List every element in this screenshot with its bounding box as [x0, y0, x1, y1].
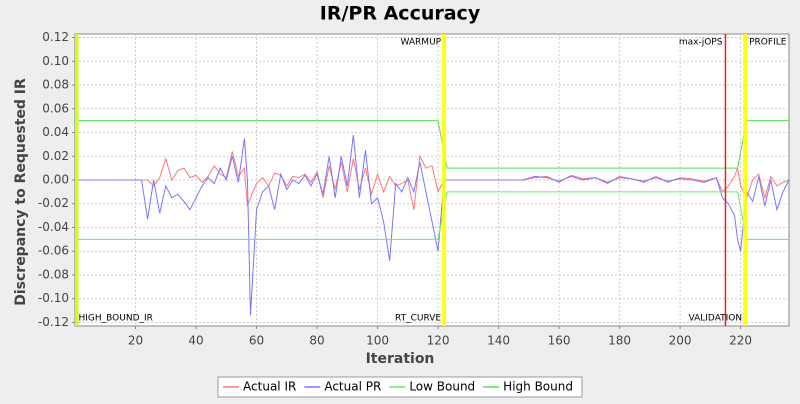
marker-label: PROFILE: [749, 38, 787, 48]
y-tick-label: 0.10: [42, 54, 69, 68]
legend-label: Actual PR: [324, 380, 381, 394]
marker-label: HIGH_BOUND_IR: [79, 314, 153, 324]
x-tick-label: 200: [669, 334, 692, 348]
y-tick-label: -0.02: [38, 196, 69, 210]
x-axis-label: Iteration: [366, 351, 435, 367]
series-line: [78, 151, 789, 210]
marker-label: VALIDATION: [689, 314, 743, 324]
series-line: [78, 134, 789, 316]
y-tick-label: -0.06: [38, 244, 69, 258]
chart-title: IR/PR Accuracy: [320, 3, 481, 25]
marker-label: WARMUP: [400, 38, 441, 48]
legend: Actual IR Actual PR Low Bound High Bound: [217, 376, 583, 398]
y-tick-label: -0.10: [38, 291, 69, 305]
y-tick-label: 0.00: [42, 173, 69, 187]
x-tick-label: 20: [128, 334, 143, 348]
x-tick-label: 80: [309, 334, 324, 348]
x-tick-label: 100: [366, 334, 389, 348]
y-tick-label: -0.12: [38, 315, 69, 329]
x-tick-label: 140: [487, 334, 510, 348]
x-tick-label: 40: [188, 334, 203, 348]
legend-label: Actual IR: [243, 380, 296, 394]
marker-label: max-jOPS: [679, 38, 723, 48]
y-tick-label: 0.04: [42, 125, 69, 139]
marker-label: RT_CURVE: [395, 314, 441, 324]
x-tick-label: 220: [729, 334, 752, 348]
x-tick-label: 160: [548, 334, 571, 348]
y-tick-label: -0.04: [38, 220, 69, 234]
x-tick-label: 120: [427, 334, 450, 348]
legend-label: High Bound: [503, 380, 573, 394]
y-tick-label: 0.08: [42, 78, 69, 92]
plot-layer: [75, 34, 789, 326]
legend-label: Low Bound: [409, 380, 475, 394]
y-tick-label: -0.08: [38, 267, 69, 281]
series-line: [78, 191, 789, 240]
x-tick-label: 60: [249, 334, 264, 348]
y-tick-label: 0.02: [42, 149, 69, 163]
y-tick-label: 0.12: [42, 30, 69, 44]
y-tick-label: 0.06: [42, 101, 69, 115]
y-axis-label: Discrepancy to Requested IR: [13, 78, 29, 306]
x-tick-label: 180: [608, 334, 631, 348]
series-line: [78, 120, 789, 169]
